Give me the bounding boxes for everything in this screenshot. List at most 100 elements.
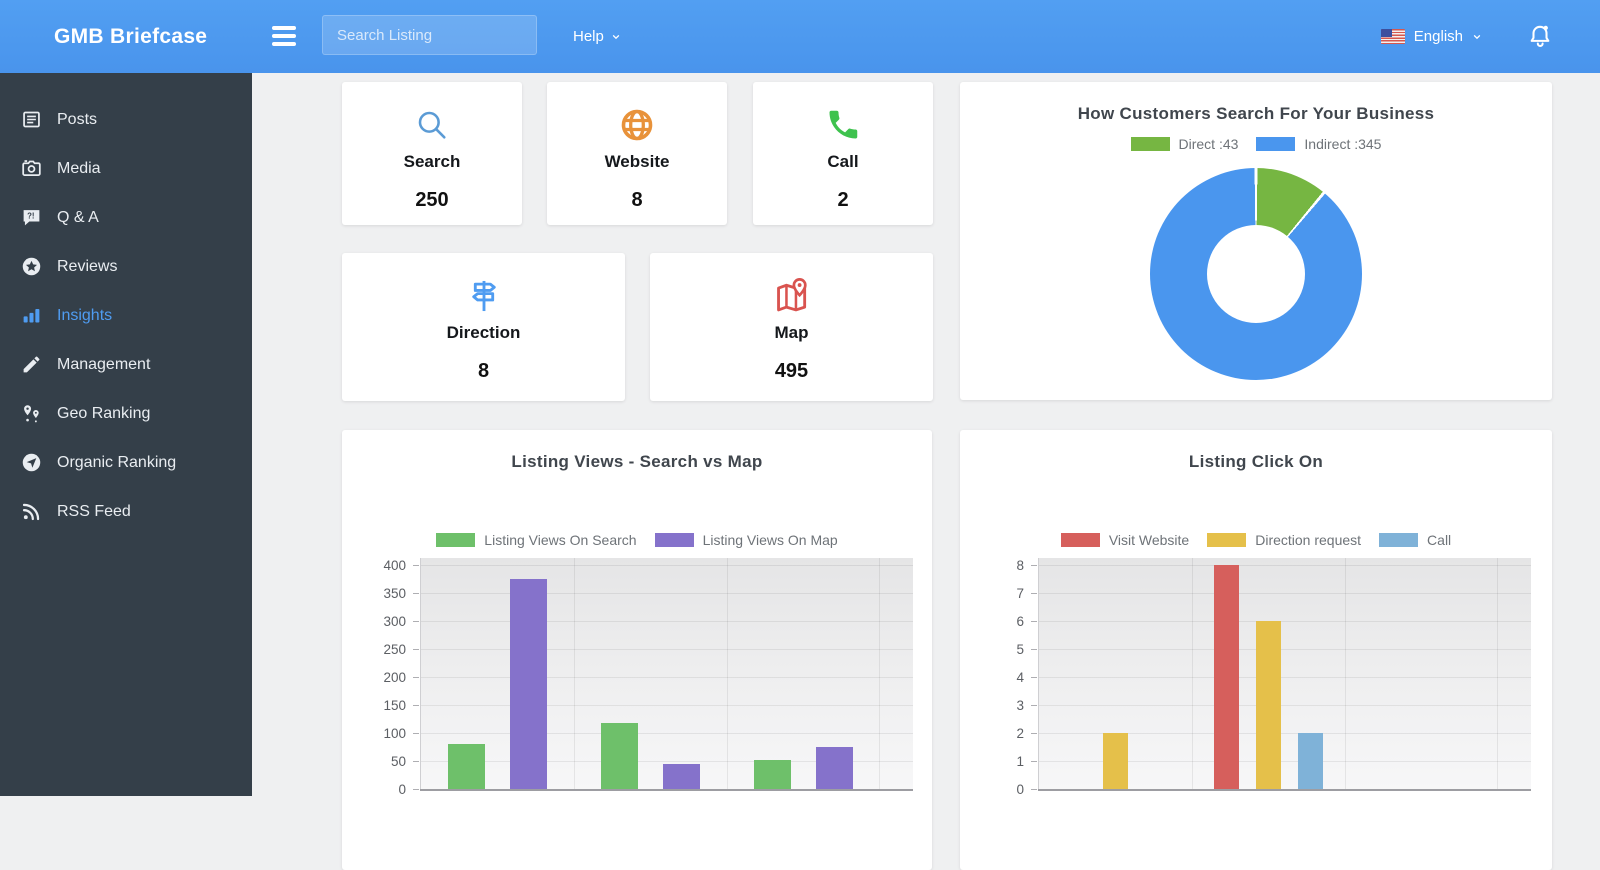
y-tick-mark bbox=[413, 761, 419, 762]
gridline bbox=[1039, 649, 1531, 650]
y-tick-mark bbox=[1031, 733, 1037, 734]
gridline bbox=[1345, 558, 1346, 790]
sidebar-item-label: Q & A bbox=[57, 208, 99, 226]
y-tick-mark bbox=[1031, 705, 1037, 706]
gridline bbox=[1192, 558, 1193, 790]
bar-listing-views-on-map bbox=[816, 747, 853, 789]
gridline bbox=[421, 677, 913, 678]
y-tick-mark bbox=[1031, 621, 1037, 622]
legend-swatch bbox=[1130, 137, 1170, 151]
customer-search-chart-card: How Customers Search For Your Business D… bbox=[960, 82, 1552, 400]
stat-value: 250 bbox=[415, 189, 449, 211]
sidebar-item-media[interactable]: Media bbox=[0, 144, 252, 193]
map-pins-icon bbox=[21, 403, 42, 424]
stat-value: 8 bbox=[631, 189, 643, 211]
donut-chart bbox=[1150, 168, 1362, 380]
notification-bell-icon[interactable] bbox=[1527, 22, 1553, 50]
listing-views-chart-card: Listing Views - Search vs Map Listing Vi… bbox=[342, 430, 932, 870]
legend-item[interactable]: Call bbox=[1379, 532, 1451, 548]
y-tick-mark bbox=[413, 649, 419, 650]
chevron-down-icon bbox=[612, 34, 619, 39]
legend-item[interactable]: Listing Views On Search bbox=[436, 532, 637, 548]
sidebar-item-label: Media bbox=[57, 159, 101, 177]
y-tick-mark bbox=[413, 705, 419, 706]
bar-chart-plot bbox=[1038, 558, 1531, 791]
sidebar-item-label: Geo Ranking bbox=[57, 404, 151, 422]
sidebar-item-label: Management bbox=[57, 355, 151, 373]
stat-value: 495 bbox=[774, 360, 809, 382]
legend-item[interactable]: Visit Website bbox=[1060, 532, 1189, 548]
y-tick-mark bbox=[1031, 761, 1037, 762]
y-tick-label: 1 bbox=[1016, 754, 1024, 769]
y-tick-mark bbox=[413, 677, 419, 678]
gridline bbox=[574, 558, 575, 790]
stat-value: 8 bbox=[477, 360, 490, 382]
y-tick-mark bbox=[413, 593, 419, 594]
stat-card-map: Map 495 bbox=[650, 253, 933, 401]
y-tick-label: 250 bbox=[383, 642, 406, 657]
x-axis-line bbox=[1038, 789, 1531, 791]
camera-icon bbox=[21, 158, 42, 179]
sidebar-item-reviews[interactable]: Reviews bbox=[0, 242, 252, 291]
sidebar-item-rss-feed[interactable]: RSS Feed bbox=[0, 487, 252, 536]
question-answer-icon: ?! bbox=[21, 207, 42, 228]
legend-item[interactable]: Listing Views On Map bbox=[654, 532, 838, 548]
sidebar-item-label: Organic Ranking bbox=[57, 453, 177, 471]
posts-icon bbox=[21, 109, 42, 130]
gridline bbox=[1039, 761, 1531, 762]
sidebar-item-qa[interactable]: ?! Q & A bbox=[0, 193, 252, 242]
language-selector[interactable]: English bbox=[1380, 0, 1482, 73]
sidebar-item-organic-ranking[interactable]: Organic Ranking bbox=[0, 438, 252, 487]
sidebar-item-label: RSS Feed bbox=[57, 502, 131, 520]
bar-listing-views-on-search bbox=[601, 723, 638, 789]
legend-item[interactable]: Indirect :345 bbox=[1256, 136, 1381, 152]
y-tick-mark bbox=[413, 621, 419, 622]
sidebar-item-insights[interactable]: Insights bbox=[0, 291, 252, 340]
listing-click-chart-card: Listing Click On Visit Website Direction … bbox=[960, 430, 1552, 870]
y-tick-label: 100 bbox=[383, 726, 406, 741]
sidebar-item-posts[interactable]: Posts bbox=[0, 95, 252, 144]
bar-listing-views-on-map bbox=[510, 579, 547, 789]
y-tick-label: 150 bbox=[383, 698, 406, 713]
gridline bbox=[421, 733, 913, 734]
bar-listing-views-on-search bbox=[448, 744, 485, 789]
stat-card-call: Call 2 bbox=[753, 82, 933, 225]
gridline bbox=[1039, 621, 1531, 622]
chevron-down-icon bbox=[1473, 34, 1481, 39]
legend-label: Indirect :345 bbox=[1304, 136, 1382, 152]
gridline bbox=[1039, 677, 1531, 678]
y-tick-mark bbox=[413, 733, 419, 734]
y-tick-label: 3 bbox=[1016, 698, 1024, 713]
search-input[interactable] bbox=[323, 16, 536, 54]
svg-text:?!: ?! bbox=[27, 211, 34, 220]
stat-value: 2 bbox=[837, 189, 849, 211]
bar-call bbox=[1298, 733, 1323, 789]
sidebar-item-label: Reviews bbox=[57, 257, 118, 275]
y-tick-label: 50 bbox=[390, 754, 406, 769]
rss-icon bbox=[21, 501, 42, 522]
y-tick-label: 350 bbox=[383, 586, 406, 601]
stat-label: Call bbox=[827, 152, 859, 171]
y-tick-label: 6 bbox=[1016, 614, 1024, 629]
legend-item[interactable]: Direct :43 bbox=[1130, 136, 1238, 152]
sidebar-item-management[interactable]: Management bbox=[0, 340, 252, 389]
bar-listing-views-on-search bbox=[754, 760, 791, 789]
legend-item[interactable]: Direction request bbox=[1207, 532, 1361, 548]
listing-search bbox=[322, 15, 537, 55]
help-menu[interactable]: Help bbox=[573, 0, 621, 73]
y-tick-mark bbox=[1031, 593, 1037, 594]
stat-card-search: Search 250 bbox=[342, 82, 522, 225]
y-tick-label: 0 bbox=[1016, 782, 1024, 797]
sidebar-item-label: Insights bbox=[57, 306, 113, 324]
brand-logo: GMB Briefcase bbox=[54, 24, 208, 48]
y-tick-label: 2 bbox=[1016, 726, 1024, 741]
y-tick-mark bbox=[413, 565, 419, 566]
hamburger-menu-icon[interactable] bbox=[272, 25, 298, 47]
sidebar-item-geo-ranking[interactable]: Geo Ranking bbox=[0, 389, 252, 438]
gridline bbox=[879, 558, 880, 790]
bar-chart-icon bbox=[21, 305, 42, 326]
y-tick-label: 8 bbox=[1016, 558, 1024, 573]
chart-title: Listing Click On bbox=[1188, 452, 1324, 471]
top-header: GMB Briefcase Help English bbox=[0, 0, 1600, 73]
donut-legend: Direct :43 Indirect :345 bbox=[960, 136, 1552, 152]
